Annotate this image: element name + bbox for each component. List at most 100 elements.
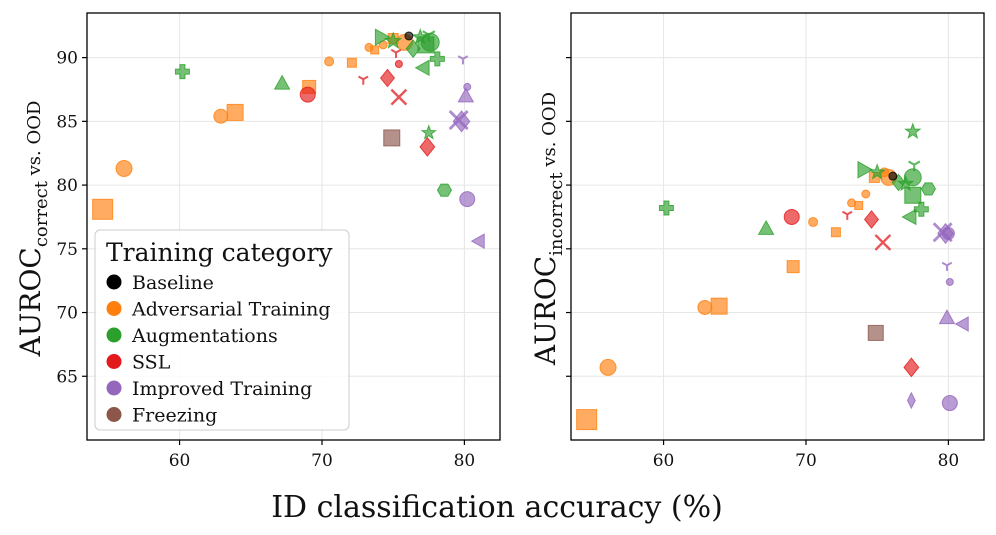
- point-adversarial-training: [808, 217, 819, 228]
- point-augmentations: [429, 51, 445, 67]
- point-ssl: [863, 210, 880, 229]
- legend-marker-baseline: [106, 274, 122, 290]
- point-augmentations: [904, 122, 922, 139]
- point-improved-training: [463, 82, 472, 91]
- plot-frame: [570, 12, 985, 441]
- point-augmentations: [857, 160, 874, 179]
- point-improved-training: [448, 110, 469, 131]
- point-baseline: [888, 171, 898, 181]
- legend-marker-augmentations: [106, 327, 122, 343]
- legend-marker-ssl: [106, 354, 122, 369]
- y-tick-label: 80: [56, 176, 78, 196]
- point-ssl: [379, 68, 396, 88]
- point-improved-training: [945, 277, 954, 286]
- legend: Training category Baseline Adversarial Tr…: [94, 229, 350, 431]
- point-ssl: [390, 88, 408, 106]
- point-improved-training: [459, 191, 476, 208]
- point-augmentations: [920, 182, 937, 196]
- point-augmentations: [273, 74, 291, 90]
- legend-label-improved-training: Improved Training: [132, 378, 312, 400]
- point-ssl: [419, 136, 436, 157]
- point-improved-training: [457, 55, 469, 65]
- point-augmentations: [436, 183, 453, 197]
- y-tick-label: 75: [56, 240, 78, 260]
- point-augmentations: [901, 208, 917, 226]
- point-ssl: [394, 59, 403, 68]
- point-ssl: [299, 86, 316, 103]
- x-tick-label: 70: [795, 451, 817, 471]
- point-ssl: [874, 234, 892, 251]
- point-improved-training: [938, 309, 956, 325]
- point-augmentations: [904, 186, 922, 204]
- point-adversarial-training: [576, 409, 598, 431]
- y-tick-label: 85: [56, 112, 78, 132]
- point-adversarial-training: [92, 198, 114, 220]
- point-adversarial-training: [861, 189, 871, 199]
- point-augmentations: [414, 59, 430, 77]
- point-augmentations: [757, 219, 775, 235]
- point-adversarial-training: [324, 56, 335, 67]
- y-axis-label: AUROCcorrect vs. OOD: [14, 101, 52, 358]
- point-augmentations: [420, 32, 440, 52]
- point-augmentations: [422, 30, 436, 42]
- y-axis-label: AUROCincorrect vs. OOD: [529, 92, 567, 366]
- point-adversarial-training: [697, 299, 713, 315]
- point-freezing: [383, 129, 401, 147]
- x-tick-label: 60: [653, 451, 675, 471]
- point-adversarial-training: [213, 108, 229, 124]
- legend-marker-freezing: [106, 407, 122, 422]
- x-tick-label: 60: [169, 451, 191, 471]
- point-adversarial-training: [786, 260, 800, 274]
- x-axis-label: ID classification accuracy (%): [271, 490, 723, 525]
- legend-label-ssl: SSL: [132, 352, 171, 374]
- point-augmentations: [658, 200, 674, 216]
- point-augmentations: [913, 201, 929, 217]
- point-augmentations: [383, 31, 403, 49]
- point-augmentations: [908, 160, 921, 172]
- point-improved-training: [954, 316, 969, 332]
- x-tick-label: 70: [311, 451, 333, 471]
- y-tick-label: 70: [56, 304, 78, 324]
- point-adversarial-training: [599, 358, 617, 376]
- point-improved-training: [457, 87, 475, 103]
- point-augmentations: [374, 28, 391, 47]
- point-ssl: [903, 357, 920, 378]
- point-improved-training: [941, 261, 953, 271]
- point-ssl: [783, 208, 800, 225]
- legend-label-freezing: Freezing: [132, 405, 217, 427]
- point-adversarial-training: [710, 297, 728, 315]
- point-improved-training: [470, 233, 485, 250]
- point-adversarial-training: [830, 227, 841, 238]
- point-improved-training: [941, 395, 958, 412]
- point-augmentations: [868, 163, 886, 180]
- point-baseline: [404, 31, 414, 41]
- y-tick-label: 65: [56, 367, 78, 387]
- plot-frame: [86, 12, 501, 441]
- legend-marker-adversarial-training: [106, 301, 122, 316]
- legend-marker-improved-training: [106, 380, 122, 396]
- legend-label-adversarial-training: Adversarial Training: [131, 299, 331, 321]
- legend-label-augmentations: Augmentations: [131, 325, 278, 347]
- point-augmentations: [903, 168, 922, 187]
- point-freezing: [867, 324, 884, 341]
- point-improved-training: [941, 227, 955, 241]
- point-augmentations: [420, 124, 437, 140]
- point-ssl: [390, 48, 402, 59]
- legend-frame: [94, 229, 350, 431]
- point-adversarial-training: [346, 57, 357, 68]
- point-ssl: [841, 210, 853, 220]
- x-tick-label: 80: [938, 451, 960, 471]
- legend-title: Training category: [106, 238, 333, 267]
- point-adversarial-training: [115, 160, 133, 178]
- point-adversarial-training: [370, 45, 380, 55]
- point-augmentations: [174, 64, 190, 80]
- point-ssl: [357, 75, 369, 85]
- point-improved-training: [906, 391, 916, 410]
- y-tick-label: 90: [56, 49, 78, 69]
- right-panel: 60 70 80 AUROCincorrect vs. OOD: [529, 12, 985, 471]
- point-adversarial-training: [226, 103, 244, 121]
- x-tick-label: 80: [454, 451, 476, 471]
- legend-label-baseline: Baseline: [132, 272, 214, 294]
- point-adversarial-training: [854, 200, 864, 210]
